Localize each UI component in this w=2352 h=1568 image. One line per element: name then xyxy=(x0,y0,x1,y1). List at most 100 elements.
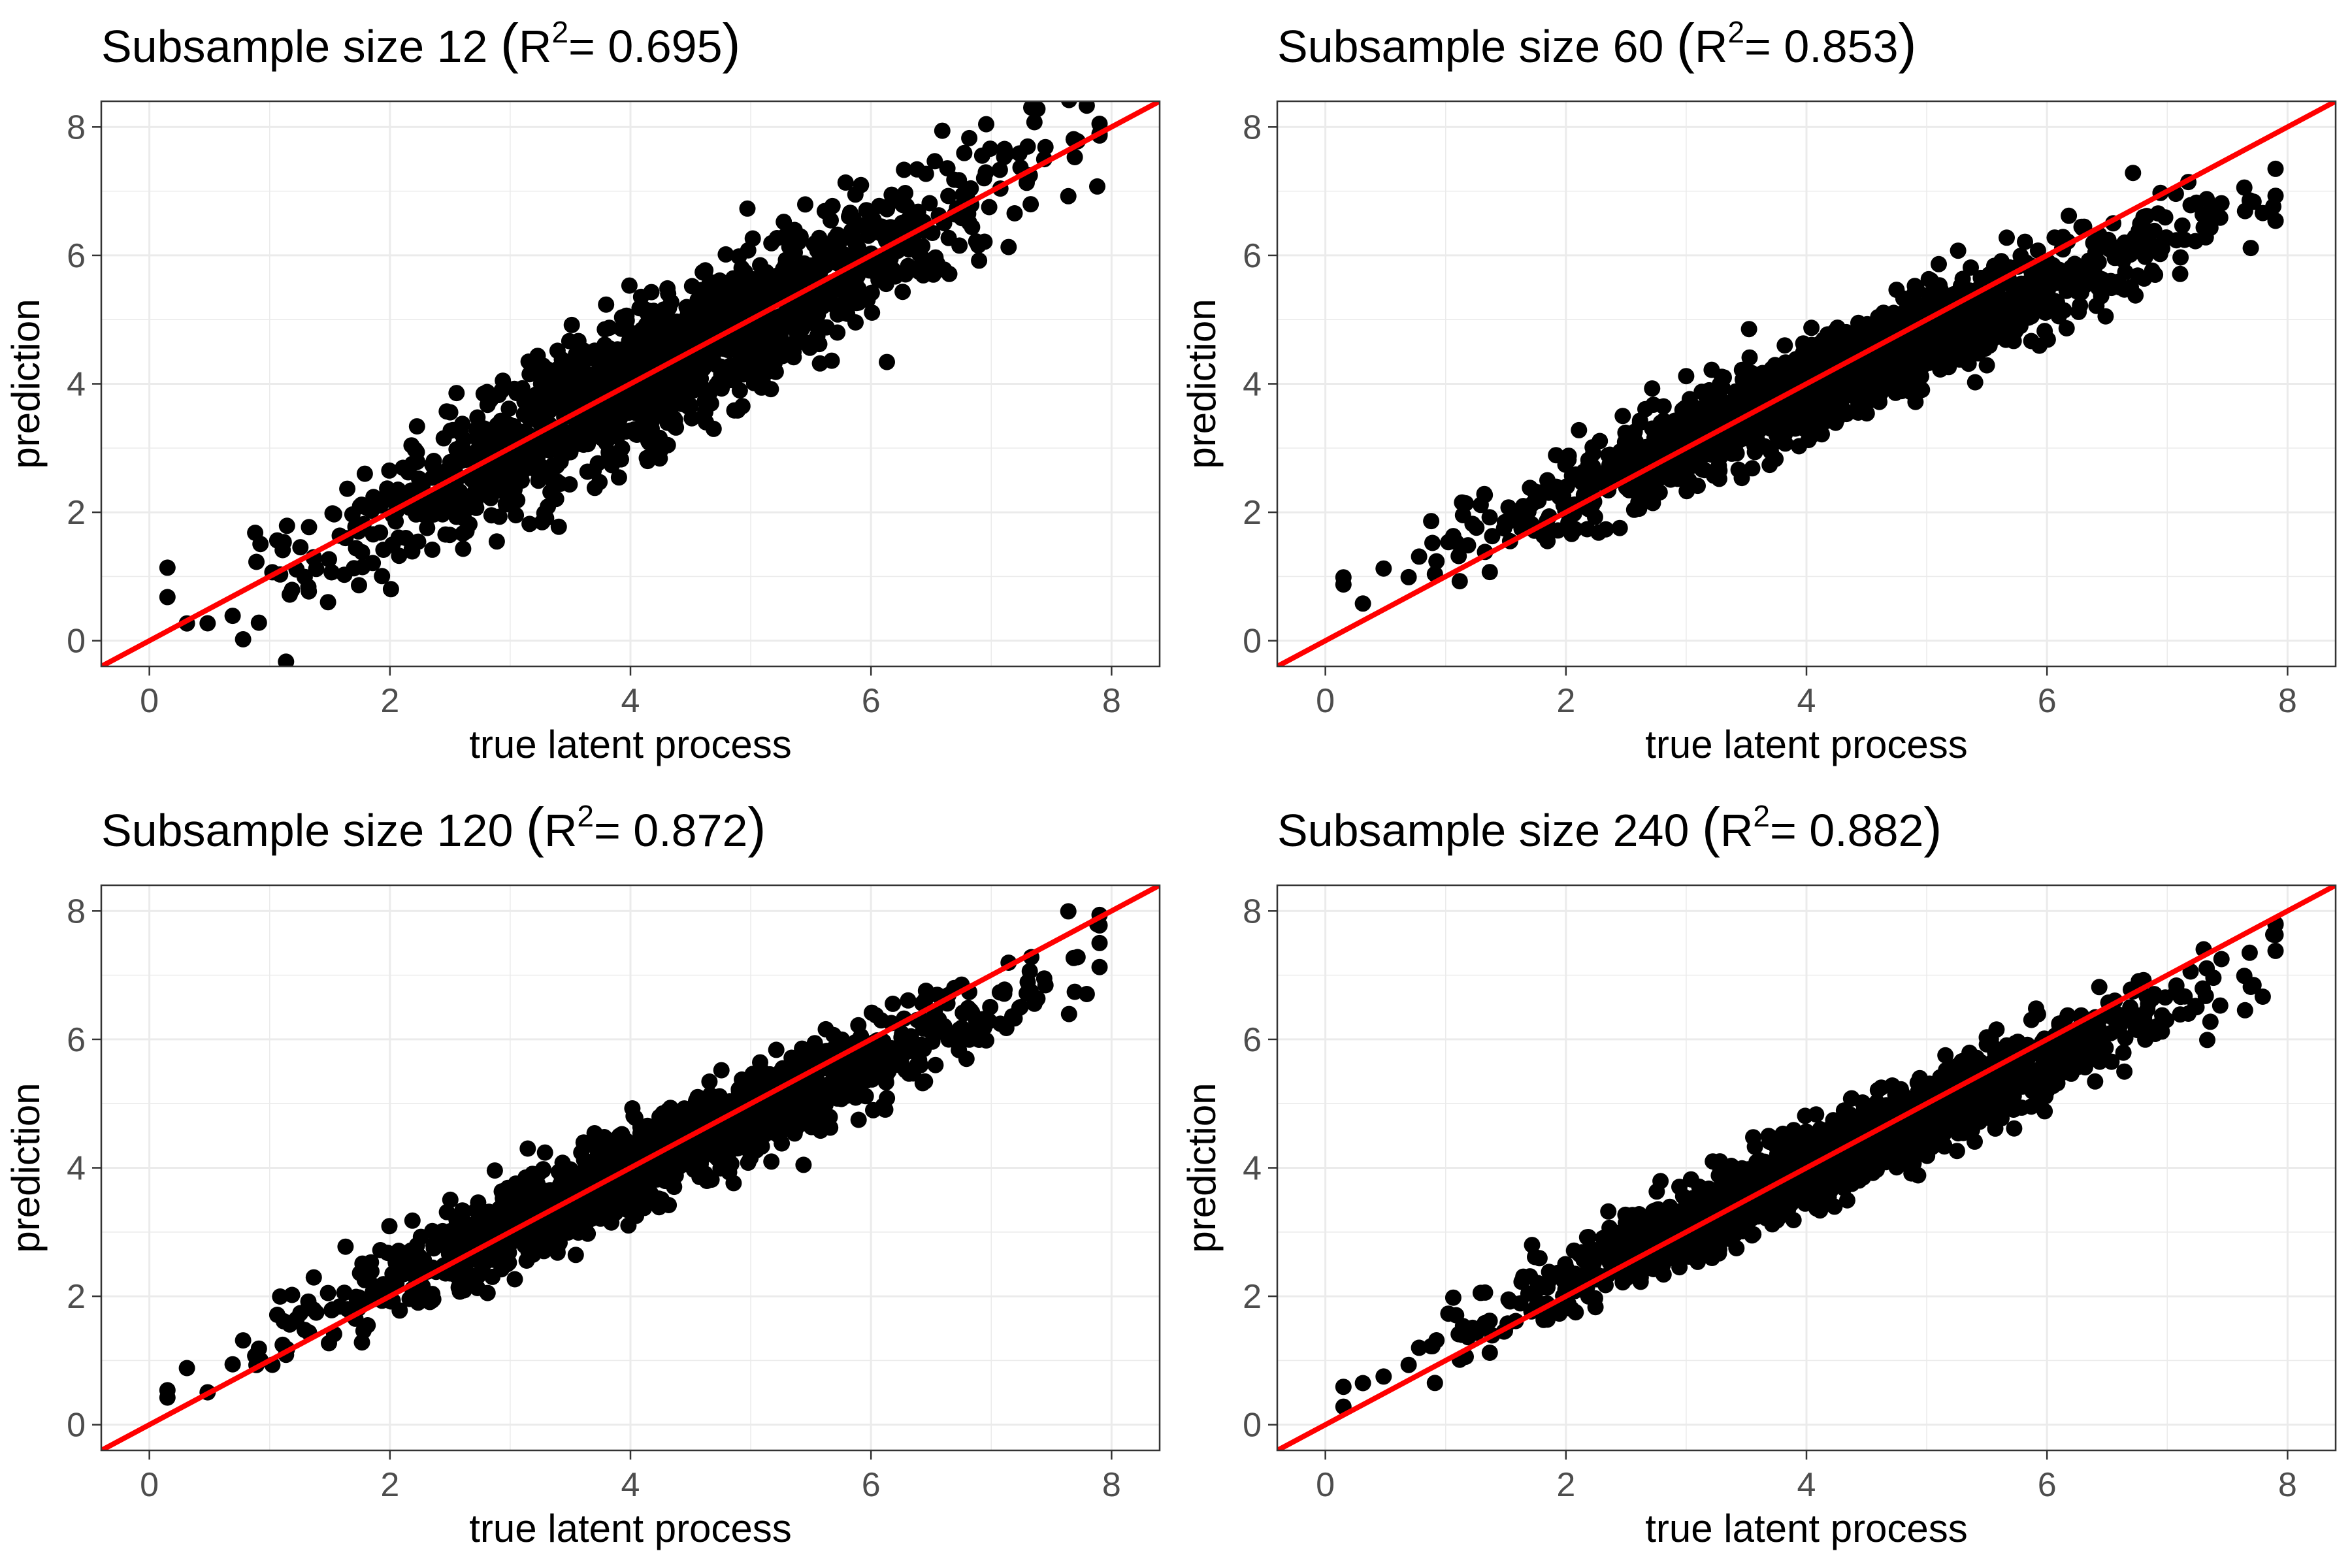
scatter-point xyxy=(506,380,523,397)
scatter-point xyxy=(1865,328,1882,345)
scatter-point xyxy=(900,992,917,1009)
scatter-point xyxy=(493,1209,510,1226)
scatter-point xyxy=(660,1126,677,1142)
scatter-point xyxy=(926,153,943,170)
scatter-point xyxy=(363,1288,380,1305)
x-tick-label: 0 xyxy=(1316,682,1335,720)
scatter-point xyxy=(661,1197,678,1213)
scatter-point xyxy=(500,416,517,433)
x-tick-label: 0 xyxy=(140,682,159,720)
scatter-point xyxy=(300,1293,317,1310)
scatter-point xyxy=(1954,270,1971,287)
scatter-point xyxy=(725,292,742,308)
scatter-point xyxy=(638,1134,655,1151)
scatter-point xyxy=(348,540,365,557)
scatter-point xyxy=(1022,196,1039,213)
scatter-point xyxy=(319,1284,336,1301)
y-tick-label: 0 xyxy=(67,623,86,661)
scatter-point xyxy=(734,338,751,355)
scatter-point xyxy=(538,361,555,378)
scatter-point xyxy=(1712,410,1728,427)
title-paren-close: ) xyxy=(723,12,741,74)
scatter-point xyxy=(639,419,656,436)
scatter-point xyxy=(770,1127,787,1144)
scatter-point xyxy=(411,1286,428,1303)
scatter-point xyxy=(604,457,620,474)
scatter-point xyxy=(752,317,769,334)
scatter-point xyxy=(834,1031,851,1048)
scatter-point xyxy=(1768,427,1785,444)
scatter-point xyxy=(885,995,902,1012)
scatter-point xyxy=(346,560,363,577)
scatter-point xyxy=(971,252,988,269)
scatter-point xyxy=(742,1149,759,1166)
scatter-point xyxy=(2236,203,2253,220)
scatter-point xyxy=(2093,284,2110,301)
scatter-point xyxy=(1011,1000,1028,1017)
scatter-point xyxy=(497,496,514,513)
scatter-point xyxy=(755,265,772,282)
scatter-point xyxy=(1548,447,1565,464)
scatter-point xyxy=(817,1021,834,1037)
panel-title: Subsample size 120 (R2= 0.872) xyxy=(101,796,766,858)
scatter-point xyxy=(284,581,301,598)
scatter-point xyxy=(363,499,380,516)
panel-title: Subsample size 60 (R2= 0.853) xyxy=(1277,12,1917,74)
scatter-point xyxy=(1019,174,1035,191)
scatter-point xyxy=(508,507,525,524)
y-tick-label: 6 xyxy=(1243,237,1262,275)
scatter-point xyxy=(1710,438,1727,455)
title-paren-open: ( xyxy=(526,796,544,858)
title-paren-open: ( xyxy=(1676,12,1695,74)
scatter-point xyxy=(701,1073,718,1090)
scatter-point xyxy=(1901,310,1918,327)
scatter-point xyxy=(712,1160,729,1177)
scatter-point xyxy=(592,374,609,391)
scatter-point xyxy=(847,244,864,261)
scatter-point xyxy=(1481,509,1498,526)
scatter-point xyxy=(2029,242,2046,259)
x-tick-label: 8 xyxy=(2278,682,2297,720)
scatter-point xyxy=(800,335,817,351)
scatter-point xyxy=(1910,337,1927,354)
scatter-point xyxy=(730,248,747,265)
scatter-point xyxy=(1423,513,1440,530)
scatter-point xyxy=(1814,379,1831,396)
scatter-point xyxy=(248,553,265,570)
scatter-point xyxy=(479,1284,496,1301)
scatter-point xyxy=(1693,384,1710,400)
scatter-point xyxy=(1808,419,1825,436)
scatter-point xyxy=(2055,302,2072,319)
scatter-point xyxy=(912,1057,929,1073)
scatter-point xyxy=(381,1218,398,1235)
scatter-point xyxy=(927,1056,944,1073)
scatter-point xyxy=(454,525,471,542)
scatter-point xyxy=(655,301,672,318)
scatter-point xyxy=(506,1271,523,1288)
scatter-point xyxy=(363,1263,380,1280)
scatter-point xyxy=(1060,903,1077,920)
scatter-point xyxy=(877,276,894,293)
scatter-point xyxy=(1601,457,1618,474)
scatter-point xyxy=(1897,345,1914,362)
scatter-point xyxy=(272,1288,289,1305)
scatter-point xyxy=(563,316,580,333)
scatter-point xyxy=(910,1041,927,1058)
scatter-point xyxy=(704,295,721,312)
scatter-point xyxy=(1481,564,1498,581)
scatter-point xyxy=(445,487,462,504)
scatter-point xyxy=(425,458,442,475)
scatter-point xyxy=(1789,361,1806,378)
scatter-point xyxy=(1520,503,1537,520)
scatter-point xyxy=(1625,501,1642,518)
scatter-point xyxy=(1978,357,1995,374)
scatter-point xyxy=(1838,406,1855,423)
scatter-point xyxy=(2132,216,2149,232)
y-tick-label: 6 xyxy=(67,237,86,275)
title-r2-value: = 0.695 xyxy=(568,21,723,72)
scatter-point xyxy=(1776,337,1793,354)
scatter-point xyxy=(445,421,461,438)
scatter-point xyxy=(861,262,878,279)
scatter-point xyxy=(521,366,538,383)
scatter-point xyxy=(404,1212,421,1229)
